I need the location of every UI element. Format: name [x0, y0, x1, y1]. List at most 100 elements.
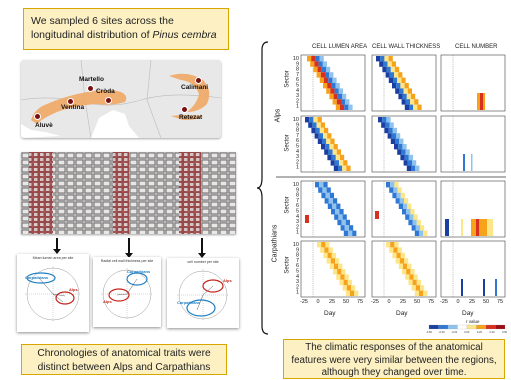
heatmap-cell	[319, 56, 324, 62]
heatmap-cell	[410, 99, 415, 105]
heatmap-cell	[338, 88, 343, 94]
heatmap-cell	[339, 209, 344, 215]
heatmap-cell	[471, 154, 473, 171]
heatmap-cell	[327, 83, 332, 89]
legend-swatch	[457, 324, 468, 330]
heatmap-cell	[386, 66, 391, 73]
heatmap-panel	[440, 240, 506, 298]
x-tick-label: 75	[357, 299, 363, 305]
legend-label: r value	[466, 319, 480, 324]
legend-tick-label: -0.40	[439, 330, 445, 334]
heatmap-cell	[329, 93, 334, 100]
heatmap-cell	[335, 209, 340, 215]
heatmap-cell	[317, 242, 322, 248]
pca-carpathians-label: Carpathians	[25, 275, 49, 280]
heatmap-cell	[416, 219, 421, 226]
heatmap-cell	[326, 138, 331, 144]
heatmap-cell	[398, 72, 403, 78]
heatmap-cell	[305, 117, 310, 123]
heatmap-cell	[378, 117, 383, 123]
heatmap-cell	[318, 187, 323, 193]
heatmap-cell	[326, 66, 331, 73]
heatmap-cell	[376, 56, 381, 62]
heatmap-cell	[404, 83, 409, 89]
heatmap-cell	[349, 225, 354, 231]
heatmap-cell	[322, 61, 327, 67]
heatmap-cell	[412, 219, 417, 226]
heatmap-cell	[316, 72, 321, 78]
heatmap-cell	[399, 198, 404, 204]
heatmap-cell	[330, 258, 335, 264]
heatmap-cell	[328, 247, 333, 253]
sector-tick-label: 3	[296, 219, 299, 225]
heatmap-cell	[392, 83, 397, 89]
heatmap-cell	[413, 104, 418, 110]
heatmap-cell	[400, 154, 405, 161]
sector-tick-label: 2	[296, 98, 299, 104]
heatmap-cell	[385, 122, 390, 128]
x-tick-label: 0	[387, 299, 390, 305]
legend-swatch	[428, 324, 439, 330]
heatmap-cell	[344, 225, 349, 231]
heatmap-cell	[343, 230, 348, 236]
heatmap-cell	[321, 242, 326, 248]
heatmap-cell	[327, 154, 332, 161]
heatmap-cell	[331, 83, 336, 89]
heatmap-cell	[321, 192, 326, 199]
heatmap-cell	[480, 93, 483, 110]
arrow-down-3	[198, 238, 206, 258]
heatmap-cell	[340, 154, 345, 161]
heatmap-cell	[407, 203, 412, 209]
heatmap-cell	[406, 269, 411, 275]
heatmap-cell	[405, 274, 410, 280]
heatmap-cell	[396, 133, 401, 139]
heatmap-cell	[345, 99, 350, 105]
heatmap-cell	[337, 269, 342, 275]
sector-tick-label: 1	[296, 290, 299, 296]
heatmap-cell	[318, 133, 323, 139]
heatmap-cell	[315, 127, 320, 134]
heatmap-cell	[409, 274, 414, 280]
heatmap-cell	[411, 165, 416, 171]
site-label-aluve: Aluvè	[35, 122, 53, 129]
intro-box: We sampled 6 sites across the longitudin…	[23, 8, 229, 50]
heatmap-cell	[405, 214, 410, 220]
heatmap-cell	[341, 269, 346, 275]
heatmap-cell	[329, 144, 334, 150]
conclusion-left-text: Chronologies of anatomical traits were d…	[37, 348, 211, 373]
x-tick-label: 25	[400, 299, 406, 305]
heatmap-cell	[398, 93, 403, 100]
heatmap-cell	[408, 219, 413, 226]
heatmap-cell	[393, 187, 398, 193]
sector-tick-label: 5	[296, 209, 299, 215]
heatmap-cell	[390, 138, 395, 144]
heatmap-cell	[479, 219, 487, 236]
x-tick-label: -25	[371, 299, 379, 305]
heatmap-cell	[411, 93, 416, 100]
legend-swatch	[466, 324, 477, 330]
heatmap-cell	[333, 165, 338, 171]
heatmap-cell	[395, 138, 400, 144]
heatmap-cell	[388, 56, 393, 62]
heatmap-cell	[408, 154, 413, 161]
heatmap-cell	[411, 285, 416, 291]
sector-tick-label: 7	[296, 72, 299, 78]
legend-swatch	[495, 324, 506, 330]
heatmap-cell	[335, 258, 340, 264]
heatmap-cell	[423, 290, 428, 296]
heatmap-cell	[413, 214, 418, 220]
sector-tick-label: 5	[296, 144, 299, 150]
heatmap-cell	[412, 279, 417, 286]
heatmap-cell	[419, 230, 424, 236]
sector-tick-label: 4	[296, 274, 299, 280]
sector-tick-label: 2	[296, 284, 299, 290]
heatmap-cell	[406, 165, 411, 171]
heatmap-cell	[471, 219, 476, 236]
column-title-wall: CELL WALL THICKNESS	[372, 44, 441, 50]
heatmap-cell	[397, 187, 402, 193]
heatmap-cell	[314, 133, 319, 139]
heatmap-cell	[344, 104, 349, 110]
arrow-down-2	[125, 238, 133, 258]
heatmap-cell	[389, 72, 394, 78]
heatmap-cell	[334, 263, 339, 269]
